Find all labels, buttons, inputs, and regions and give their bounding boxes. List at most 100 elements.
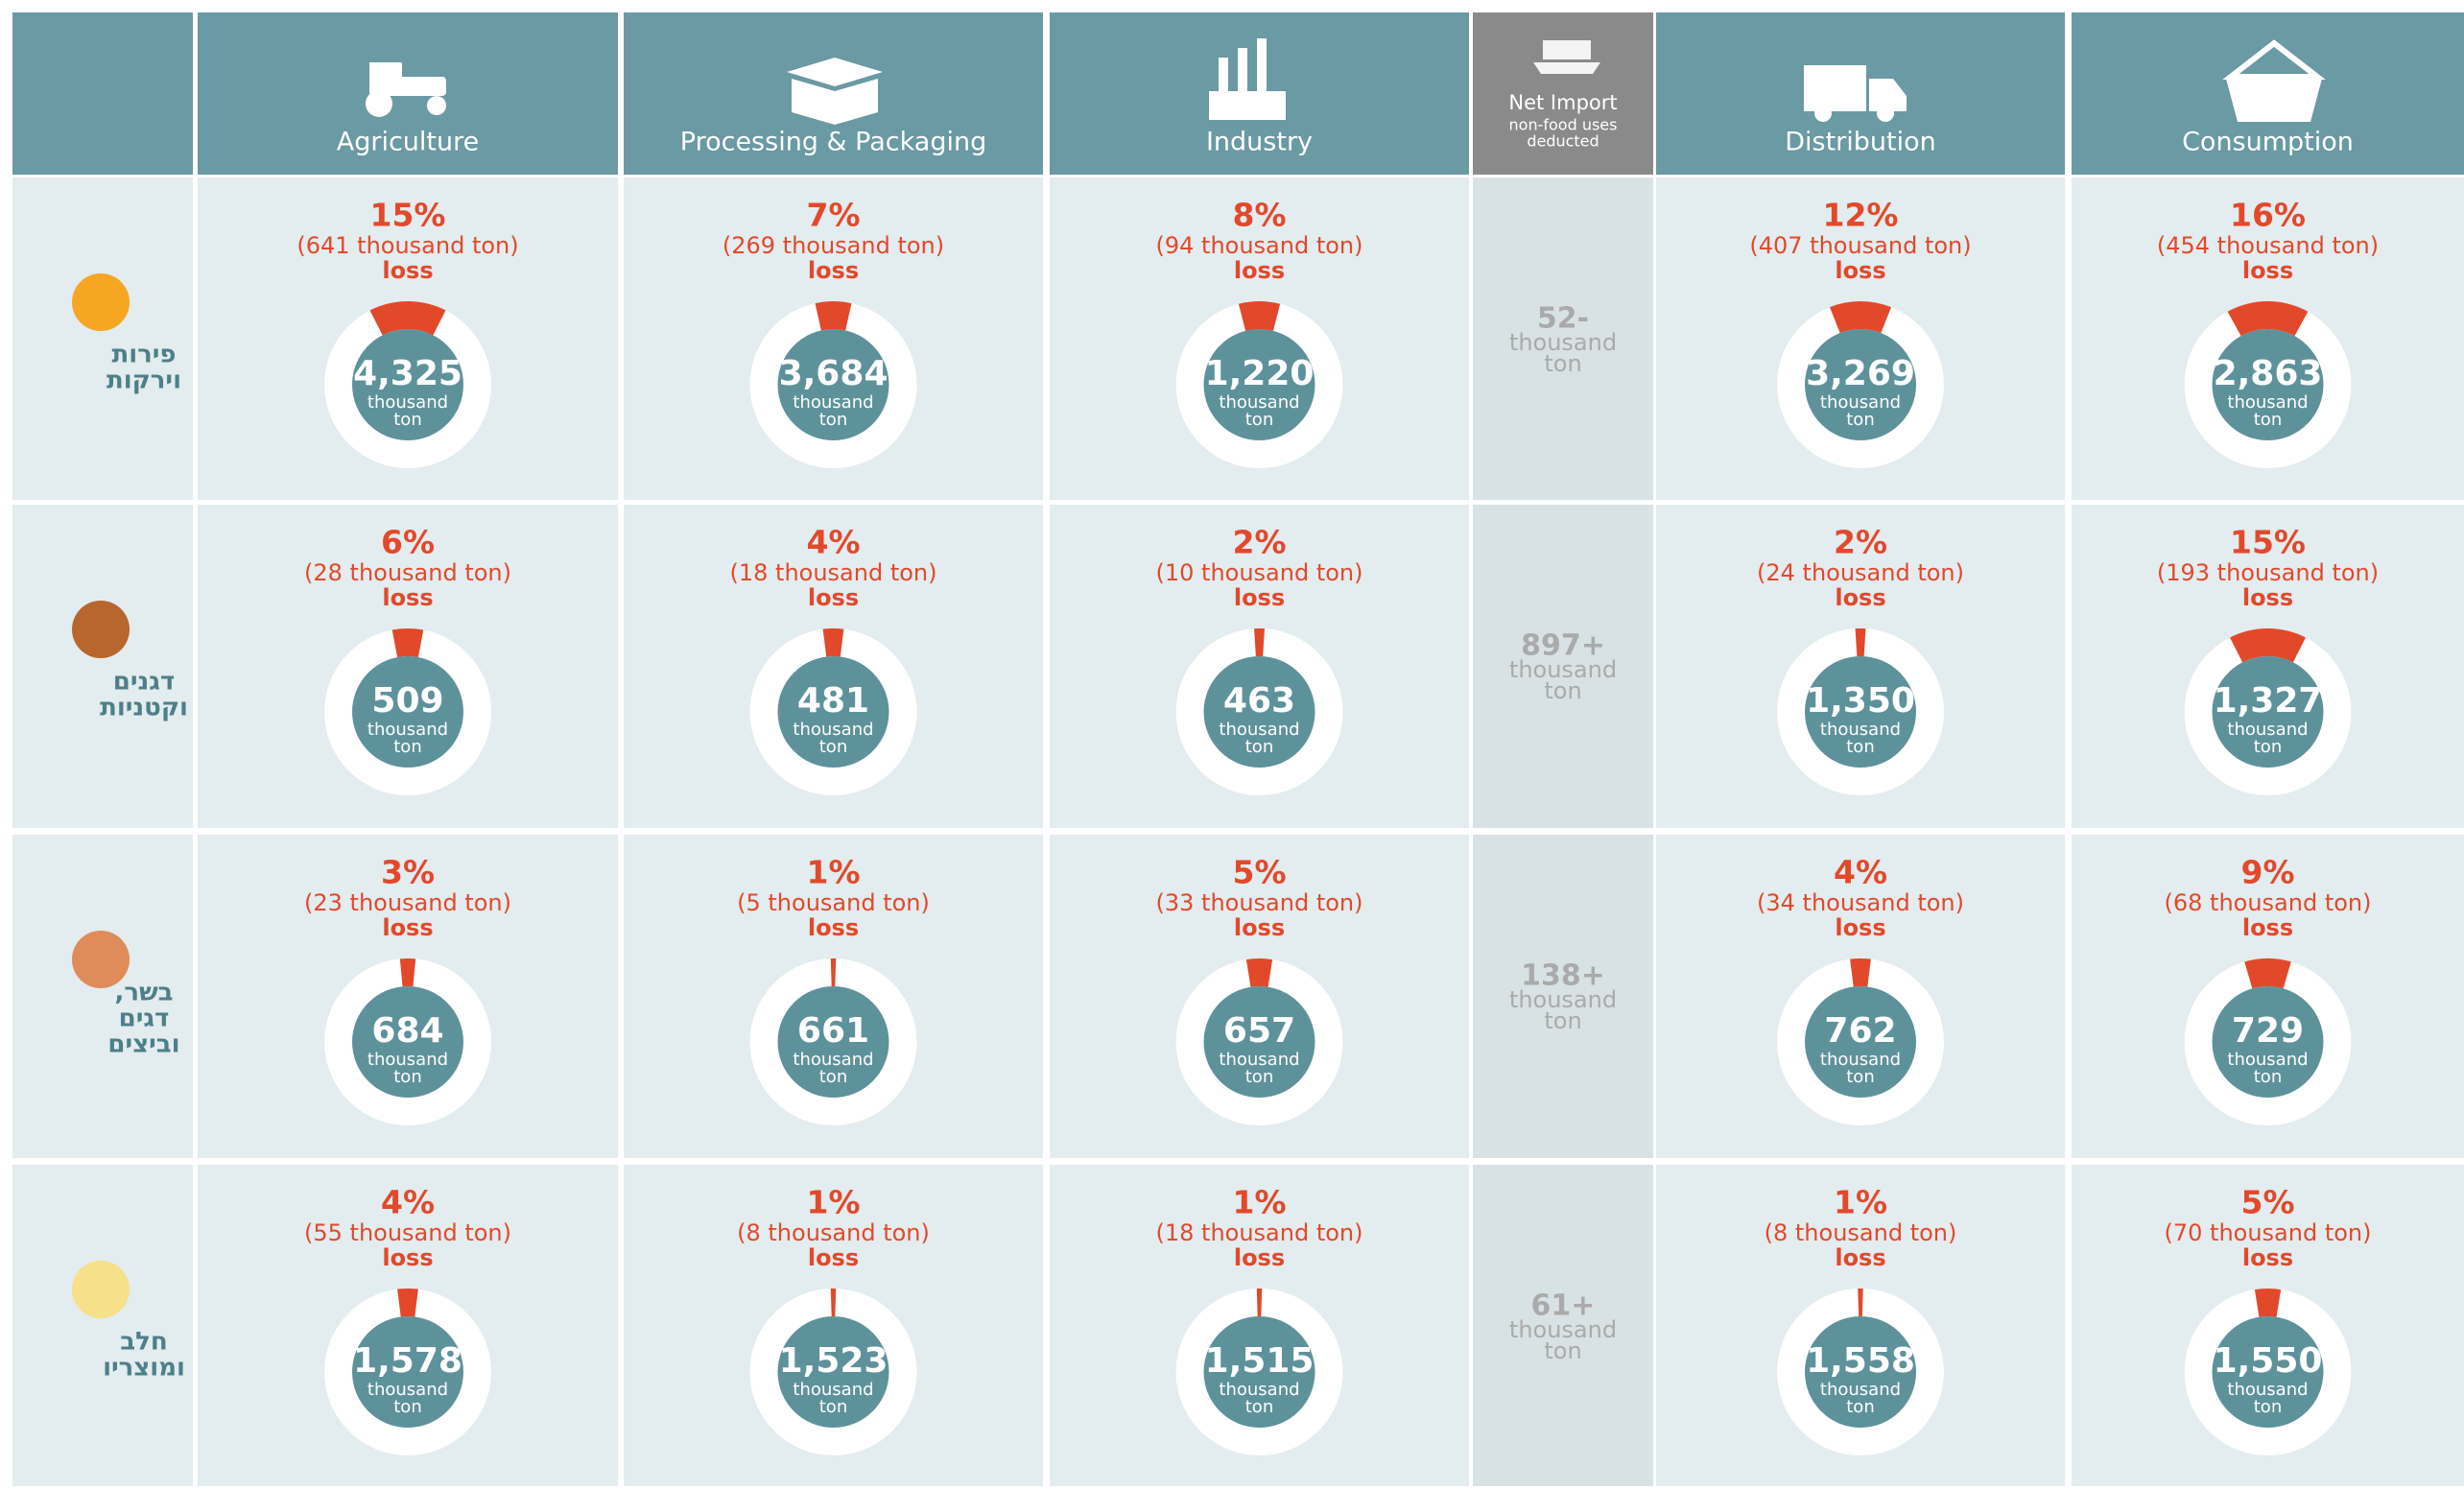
total-unit: ton bbox=[819, 1397, 847, 1417]
row-icon bbox=[72, 273, 130, 331]
loss-word: loss bbox=[808, 257, 859, 284]
total-value: 2,863 bbox=[2214, 354, 2323, 393]
total-unit: ton bbox=[2254, 1397, 2282, 1417]
row-label: וירקות bbox=[107, 367, 181, 395]
loss-amount: (10 thousand ton) bbox=[1156, 559, 1363, 586]
total-unit: thousand bbox=[1820, 392, 1901, 413]
total-unit: ton bbox=[393, 737, 421, 757]
loss-amount: (24 thousand ton) bbox=[1757, 559, 1964, 586]
loss-amount: (28 thousand ton) bbox=[304, 559, 511, 586]
loss-amount: (407 thousand ton) bbox=[1749, 232, 1971, 259]
row-label: דגים bbox=[119, 1005, 170, 1033]
total-value: 509 bbox=[371, 681, 443, 721]
loss-wedge bbox=[822, 628, 844, 657]
donut-center bbox=[2212, 329, 2324, 440]
total-unit: thousand bbox=[793, 392, 873, 413]
loss-word: loss bbox=[1234, 257, 1285, 284]
loss-wedge bbox=[1256, 1289, 1263, 1317]
net-import-value: 61+ bbox=[1531, 1289, 1596, 1323]
total-unit: thousand bbox=[367, 1050, 448, 1070]
loss-amount: (8 thousand ton) bbox=[1765, 1219, 1957, 1246]
column-title: Agriculture bbox=[337, 128, 480, 157]
loss-percent: 16% bbox=[2230, 197, 2306, 234]
loss-word: loss bbox=[808, 1244, 859, 1271]
donut-center bbox=[1203, 656, 1315, 768]
total-unit: ton bbox=[1846, 1397, 1874, 1417]
total-value: 729 bbox=[2232, 1011, 2304, 1051]
row-label: וביצים bbox=[107, 1030, 179, 1059]
total-unit: thousand bbox=[367, 720, 448, 740]
loss-amount: (23 thousand ton) bbox=[304, 889, 511, 916]
total-unit: ton bbox=[2254, 1067, 2282, 1087]
row-label: חלב bbox=[120, 1328, 167, 1357]
total-unit: ton bbox=[2254, 737, 2282, 757]
total-unit: thousand bbox=[1219, 1380, 1299, 1400]
loss-percent: 4% bbox=[381, 1184, 435, 1221]
loss-percent: 7% bbox=[806, 197, 860, 234]
row-label: דגנים bbox=[113, 668, 175, 697]
loss-amount: (33 thousand ton) bbox=[1156, 889, 1363, 916]
total-unit: ton bbox=[819, 737, 847, 757]
loss-percent: 1% bbox=[806, 854, 860, 891]
donut-center bbox=[352, 1316, 463, 1428]
column-title: Processing & Packaging bbox=[680, 128, 986, 157]
donut-center bbox=[777, 656, 889, 768]
net-import-value: 897+ bbox=[1521, 629, 1605, 663]
loss-amount: (18 thousand ton) bbox=[730, 559, 937, 586]
net-import-cell bbox=[1473, 505, 1653, 828]
total-unit: ton bbox=[1846, 737, 1874, 757]
total-unit: ton bbox=[1846, 1067, 1874, 1087]
loss-word: loss bbox=[1835, 584, 1885, 611]
net-import-unit: ton bbox=[1544, 1337, 1581, 1364]
donut-center bbox=[2212, 986, 2324, 1098]
total-value: 463 bbox=[1223, 681, 1295, 721]
total-value: 1,350 bbox=[1806, 681, 1915, 721]
loss-word: loss bbox=[808, 584, 859, 611]
loss-word: loss bbox=[382, 1244, 433, 1271]
row-label-cell bbox=[12, 1165, 193, 1486]
donut-center bbox=[777, 1316, 889, 1428]
donut-center bbox=[1805, 986, 1916, 1098]
loss-word: loss bbox=[1835, 257, 1885, 284]
total-value: 1,558 bbox=[1806, 1341, 1915, 1381]
net-import-unit: thousand bbox=[1509, 1316, 1617, 1343]
donut-center bbox=[1203, 986, 1315, 1098]
donut-center bbox=[1203, 329, 1315, 440]
loss-wedge bbox=[397, 1289, 418, 1317]
donut-center bbox=[1203, 1316, 1315, 1428]
total-value: 3,684 bbox=[779, 354, 888, 393]
loss-percent: 5% bbox=[2240, 1184, 2294, 1221]
loss-amount: (94 thousand ton) bbox=[1156, 232, 1363, 259]
loss-percent: 8% bbox=[1232, 197, 1286, 234]
column-title: Consumption bbox=[2182, 128, 2354, 157]
loss-word: loss bbox=[1234, 584, 1285, 611]
loss-amount: (641 thousand ton) bbox=[296, 232, 518, 259]
total-unit: thousand bbox=[367, 1380, 448, 1400]
total-value: 1,523 bbox=[779, 1341, 888, 1381]
loss-amount: (70 thousand ton) bbox=[2165, 1219, 2372, 1246]
total-value: 684 bbox=[371, 1011, 443, 1051]
loss-word: loss bbox=[1835, 1244, 1885, 1271]
loss-wedge bbox=[830, 1289, 837, 1317]
loss-wedge bbox=[1238, 301, 1281, 331]
total-unit: thousand bbox=[1820, 1380, 1901, 1400]
total-value: 1,578 bbox=[353, 1341, 462, 1381]
total-unit: thousand bbox=[2227, 392, 2308, 413]
loss-word: loss bbox=[1234, 1244, 1285, 1271]
loss-wedge bbox=[815, 301, 852, 331]
total-unit: thousand bbox=[1219, 720, 1299, 740]
net-import-unit: ton bbox=[1544, 677, 1581, 704]
total-value: 1,327 bbox=[2214, 681, 2323, 721]
loss-word: loss bbox=[1835, 914, 1885, 941]
loss-word: loss bbox=[808, 914, 859, 941]
loss-percent: 1% bbox=[806, 1184, 860, 1221]
total-unit: ton bbox=[1245, 737, 1273, 757]
total-unit: thousand bbox=[1820, 720, 1901, 740]
row-label: בשר, bbox=[114, 979, 173, 1007]
loss-wedge bbox=[2254, 1289, 2282, 1317]
loss-percent: 2% bbox=[1834, 524, 1887, 561]
total-value: 657 bbox=[1223, 1011, 1295, 1051]
loss-percent: 1% bbox=[1834, 1184, 1887, 1221]
loss-wedge bbox=[399, 958, 416, 987]
total-unit: ton bbox=[393, 1397, 421, 1417]
